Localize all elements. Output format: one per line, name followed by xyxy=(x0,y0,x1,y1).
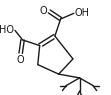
Text: O: O xyxy=(40,6,47,16)
Text: HO: HO xyxy=(0,25,14,35)
Text: O: O xyxy=(17,55,25,65)
Text: OH: OH xyxy=(75,8,90,18)
